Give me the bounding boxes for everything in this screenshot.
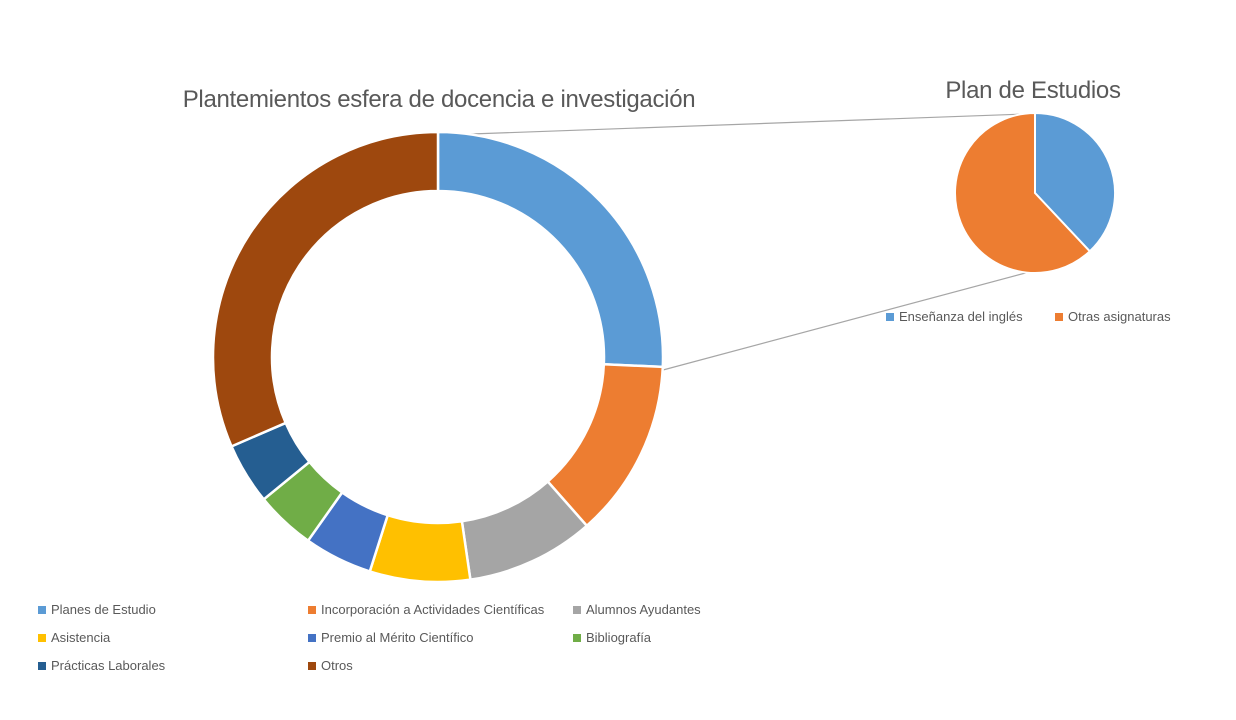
donut-legend-item: Planes de Estudio: [38, 602, 156, 618]
donut-chart-title: Plantemientos esfera de docencia e inves…: [182, 86, 696, 113]
legend-label: Asistencia: [51, 630, 111, 645]
callout-line: [470, 113, 1027, 135]
legend-label: Premio al Mérito Científico: [321, 630, 474, 645]
legend-label: Enseñanza del inglés: [899, 309, 1023, 324]
legend-label: Alumnos Ayudantes: [586, 602, 701, 617]
pie-chart: [954, 111, 1116, 274]
legend-color-swatch: [308, 634, 316, 642]
legend-color-swatch: [38, 662, 46, 670]
legend-color-swatch: [308, 662, 316, 670]
legend-label: Otros: [321, 658, 353, 673]
donut-legend-item: Otros: [308, 658, 353, 674]
legend-color-swatch: [573, 606, 581, 614]
donut-legend-item: Incorporación a Actividades Científicas: [308, 602, 544, 618]
legend-color-swatch: [886, 313, 894, 321]
donut-legend-item: Prácticas Laborales: [38, 658, 165, 674]
legend-label: Prácticas Laborales: [51, 658, 166, 673]
legend-label: Planes de Estudio: [51, 602, 156, 617]
legend-color-swatch: [308, 606, 316, 614]
legend-color-swatch: [1055, 313, 1063, 321]
legend-label: Bibliografía: [586, 630, 652, 645]
donut-legend-item: Premio al Mérito Científico: [308, 630, 473, 646]
pie-slice: [1034, 111, 1116, 253]
pie-legend-item: Otras asignaturas: [1055, 309, 1171, 325]
legend-label: Otras asignaturas: [1068, 309, 1171, 324]
donut-legend-item: Asistencia: [38, 630, 110, 646]
legend-color-swatch: [38, 606, 46, 614]
legend-color-swatch: [573, 634, 581, 642]
donut-chart: [211, 130, 665, 584]
donut-legend-item: Alumnos Ayudantes: [573, 602, 701, 618]
donut-slice: [211, 130, 440, 449]
legend-color-swatch: [38, 634, 46, 642]
donut-slice: [436, 130, 665, 369]
callout-line: [662, 270, 1034, 371]
pie-slice: [954, 111, 1092, 274]
pie-legend-item: Enseñanza del inglés: [886, 309, 1023, 325]
donut-legend-item: Bibliografía: [573, 630, 651, 646]
legend-label: Incorporación a Actividades Científicas: [321, 602, 545, 617]
connector-lines: [470, 113, 1034, 371]
pie-chart-title: Plan de Estudios: [945, 77, 1121, 104]
